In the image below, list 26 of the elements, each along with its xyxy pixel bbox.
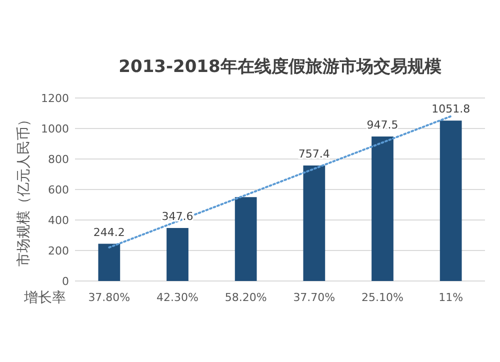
- x-tick-label: 58.20%: [224, 291, 267, 304]
- bar: [440, 120, 462, 281]
- x-tick-label: 37.80%: [88, 291, 130, 304]
- bar: [303, 165, 326, 281]
- data-label: 947.5: [366, 118, 398, 132]
- y-tick-label: 800: [48, 153, 69, 166]
- y-tick-label: 1200: [41, 92, 69, 105]
- bar: [166, 228, 188, 281]
- data-label: 757.4: [298, 147, 330, 160]
- text: 增长率: [23, 290, 66, 306]
- chart-title: 2013-2018年在线度假旅游市场交易规模: [118, 57, 442, 77]
- x-tick-label: 25.10%: [362, 291, 404, 304]
- y-tick-label: 200: [48, 244, 69, 258]
- bar: [372, 136, 394, 281]
- y-axis-title: 市场规模（亿元人民币）: [16, 112, 32, 266]
- y-tick-label: 0: [62, 275, 69, 288]
- y-tick-label: 600: [48, 184, 69, 196]
- bar: [98, 244, 120, 281]
- data-label: 244.2: [93, 226, 125, 239]
- x-tick-label: 11%: [438, 291, 464, 304]
- bar: [234, 197, 257, 281]
- x-tick-label: 42.30%: [156, 291, 198, 304]
- y-tick-label: 1000: [41, 122, 69, 136]
- data-label: 1051.8: [432, 102, 470, 116]
- y-tick-label: 400: [48, 214, 69, 227]
- x-tick-label: 37.70%: [293, 291, 336, 304]
